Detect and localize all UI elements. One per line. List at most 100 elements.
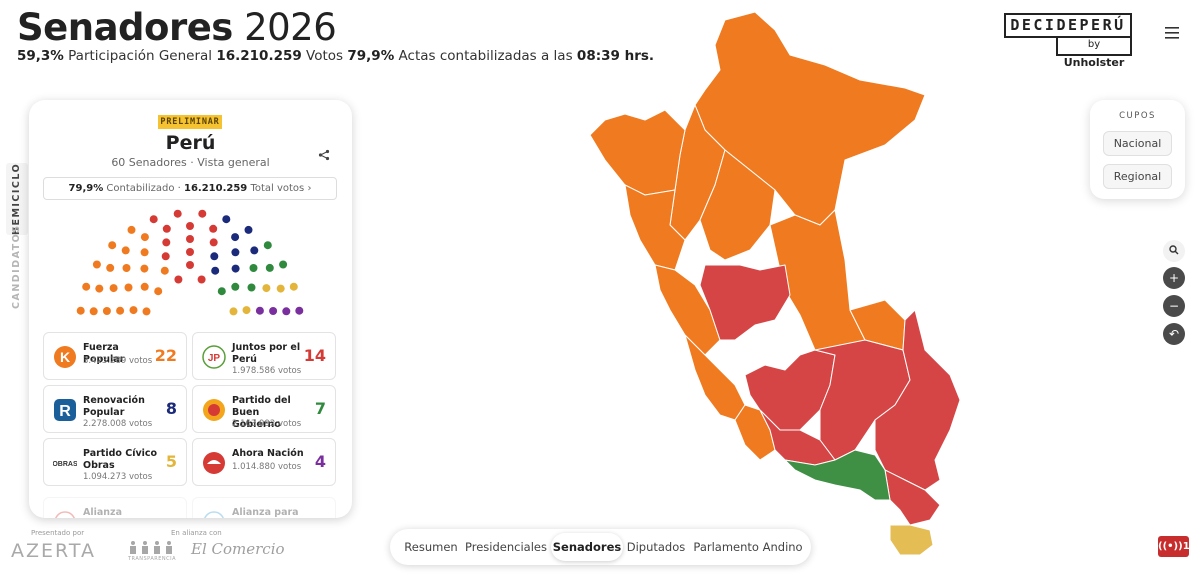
- party-name: Alianza para el: [232, 507, 299, 518]
- party-logo-icon: [53, 510, 77, 518]
- summary-total: 16.210.259: [183, 183, 248, 194]
- party-logo-icon: [202, 451, 226, 475]
- seat-dot: [186, 235, 194, 243]
- party-votes: 1.978.586 votos: [232, 366, 302, 376]
- region-huanuco[interactable]: [699, 264, 791, 341]
- seat-dot: [249, 264, 258, 272]
- party-card[interactable]: Partido del Buen Gobierno 2.163.992 votos…: [192, 385, 336, 433]
- party-seats: 7: [314, 399, 326, 418]
- summary-pct: 79,9%: [68, 183, 104, 194]
- share-icon[interactable]: [318, 146, 334, 161]
- nav-parlamento-andino[interactable]: Parlamento Andino: [693, 540, 803, 554]
- party-card[interactable]: OBRAS Partido Cívico Obras 1.094.273 votos…: [43, 438, 187, 486]
- seat-dot: [269, 307, 278, 315]
- seat-dot: [262, 284, 271, 293]
- votes-value: 16.210.259: [216, 48, 302, 64]
- region-lima[interactable]: [684, 334, 746, 421]
- party-name: Juntos por el Perú: [232, 342, 301, 365]
- party-name: Alianza Electoral: [83, 507, 122, 518]
- seat-dot: [140, 264, 149, 273]
- party-card[interactable]: JP Juntos por el Perú 1.978.586 votos 14: [192, 332, 336, 380]
- summary-total-label: Total votos: [250, 183, 305, 194]
- region-san-martin[interactable]: [699, 149, 776, 261]
- title-main: Senadores: [17, 6, 233, 49]
- cupos-label: CUPOS: [1119, 111, 1156, 121]
- party-votes: 2.163.992 votos: [232, 419, 302, 429]
- transparencia-logo: TRANSPARENCIA: [128, 540, 180, 562]
- seat-dot: [276, 284, 285, 293]
- cupos-panel: CUPOS Nacional Regional: [1090, 100, 1185, 199]
- seat-dot: [149, 215, 158, 224]
- seat-dot: [140, 248, 149, 257]
- search-icon[interactable]: [1163, 240, 1185, 262]
- region-arequipa[interactable]: [774, 449, 891, 501]
- seat-dot: [217, 287, 226, 296]
- party-logo-icon: K: [53, 345, 77, 369]
- live-badge[interactable]: ((•))12: [1158, 536, 1197, 557]
- reset-icon[interactable]: ↶: [1163, 323, 1185, 345]
- votes-label: Votos: [306, 48, 344, 64]
- seat-dot: [231, 233, 240, 242]
- region-puno[interactable]: [874, 309, 961, 491]
- nav-senadores[interactable]: Senadores: [551, 533, 623, 561]
- seat-dot: [154, 287, 163, 296]
- actas-label: Actas contabilizadas a las: [398, 48, 573, 64]
- party-votes: 1.014.880 votos: [232, 462, 302, 472]
- seat-dot: [92, 260, 101, 269]
- party-logo-icon: [202, 398, 226, 422]
- page-title: Senadores 2026: [17, 6, 337, 49]
- transparencia-text: TRANSPARENCIA: [128, 556, 177, 562]
- chevron-right-icon: ›: [307, 183, 312, 194]
- seat-dot: [289, 282, 298, 291]
- party-card[interactable]: R Renovación Popular 2.278.008 votos 8: [43, 385, 187, 433]
- nav-presidenciales[interactable]: Presidenciales: [465, 540, 547, 554]
- el-comercio-logo: El Comercio: [191, 540, 285, 558]
- nav-resumen[interactable]: Resumen: [404, 540, 458, 554]
- zoom-out-icon[interactable]: −: [1163, 295, 1185, 317]
- tab-candidatos[interactable]: CANDIDATOS: [11, 224, 22, 309]
- party-seats: 4: [314, 452, 326, 471]
- seat-dot: [124, 283, 133, 292]
- party-name: Fuerza Popular: [83, 342, 125, 365]
- party-card[interactable]: K Fuerza Popular 3.423.289 votos 22: [43, 332, 187, 380]
- party-votes: 3.423.289 votos: [83, 356, 153, 366]
- party-seats: 14: [303, 346, 326, 365]
- nav-diputados[interactable]: Diputados: [626, 540, 686, 554]
- seat-dot: [229, 307, 238, 316]
- card-title: Perú: [165, 132, 216, 154]
- nacional-button[interactable]: Nacional: [1103, 131, 1172, 156]
- alliance-label: En alianza con: [171, 529, 222, 537]
- hamburger-menu-icon[interactable]: [1162, 24, 1182, 44]
- regional-button[interactable]: Regional: [1103, 164, 1172, 189]
- party-card[interactable]: Ahora Nación 1.014.880 votos 4: [192, 438, 336, 486]
- peru-map[interactable]: [585, 10, 965, 555]
- region-piura[interactable]: [589, 109, 686, 196]
- seat-dot: [140, 233, 149, 242]
- presented-by-label: Presentado por: [31, 529, 85, 537]
- region-cajamarca[interactable]: [624, 184, 686, 271]
- live-count: 12: [1182, 541, 1197, 552]
- seat-dot: [209, 238, 218, 247]
- party-card[interactable]: Alianza para el: [192, 497, 336, 518]
- party-logo-icon: JP: [202, 345, 226, 369]
- brand-by: by Unholster: [1056, 36, 1132, 69]
- seat-dot: [247, 283, 256, 292]
- brand-name: DECIDEPERÚ: [1004, 13, 1132, 38]
- seat-dot: [231, 248, 240, 257]
- party-seats: 5: [165, 452, 177, 471]
- seat-dot: [95, 284, 104, 293]
- seat-dot: [127, 225, 136, 234]
- party-card[interactable]: Alianza Electoral: [43, 497, 187, 518]
- participation-label: Participación General: [68, 48, 213, 64]
- seat-dot: [89, 307, 98, 316]
- region-ancash[interactable]: [654, 264, 721, 356]
- decideperu-logo[interactable]: DECIDEPERÚ by Unholster: [1004, 13, 1132, 69]
- seat-dot: [161, 252, 170, 261]
- preliminary-badge: PRELIMINAR: [158, 115, 222, 129]
- region-tacna[interactable]: [884, 469, 941, 526]
- results-card: PRELIMINAR Perú 60 Senadores · Vista gen…: [29, 100, 352, 518]
- zoom-in-icon[interactable]: +: [1163, 267, 1185, 289]
- summary-button[interactable]: 79,9% Contabilizado · 16.210.259 Total v…: [43, 177, 337, 200]
- seat-dot: [173, 209, 182, 218]
- region-tacna-south[interactable]: [889, 524, 934, 555]
